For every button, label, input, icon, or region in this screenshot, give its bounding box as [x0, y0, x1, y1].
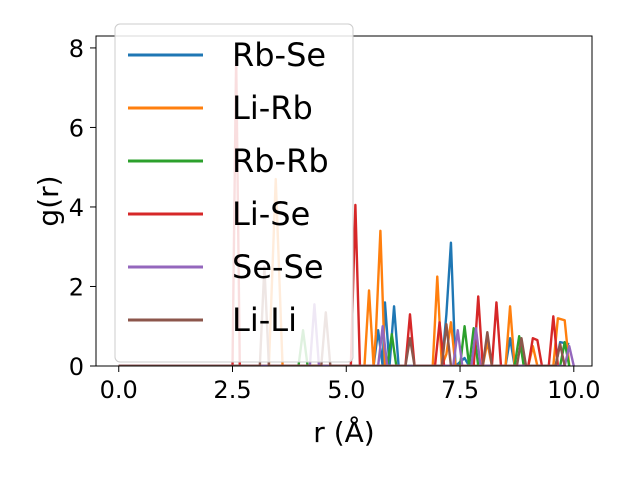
x-axis-label: r (Å) [313, 415, 374, 449]
x-tick-label: 2.5 [213, 376, 251, 404]
y-tick-label: 2 [69, 273, 84, 301]
x-tick-label: 0.0 [100, 376, 138, 404]
x-axis: 0.0 2.5 5.0 7.5 10.0 [100, 366, 601, 404]
y-tick-label: 4 [69, 194, 84, 222]
y-tick-label: 0 [69, 353, 84, 381]
series-line-li-li [118, 265, 566, 366]
x-tick-label: 10.0 [547, 376, 600, 404]
y-tick-label: 8 [69, 35, 84, 63]
y-tick-label: 6 [69, 114, 84, 142]
legend: Rb-Se Li-Rb Rb-Rb Li-Se Se-Se Li-Li [114, 23, 354, 363]
x-tick-label: 5.0 [327, 376, 365, 404]
y-axis-label: g(r) [32, 175, 65, 226]
legend-label: Li-Se [232, 195, 310, 233]
x-tick-label: 7.5 [441, 376, 479, 404]
y-axis: 0 2 4 6 8 [69, 35, 96, 381]
legend-label: Rb-Se [232, 36, 326, 74]
legend-label: Se-Se [232, 248, 324, 286]
legend-label: Li-Li [232, 301, 297, 339]
legend-label: Li-Rb [232, 89, 313, 127]
series-line-li-rb [118, 177, 571, 366]
legend-label: Rb-Rb [232, 142, 329, 180]
